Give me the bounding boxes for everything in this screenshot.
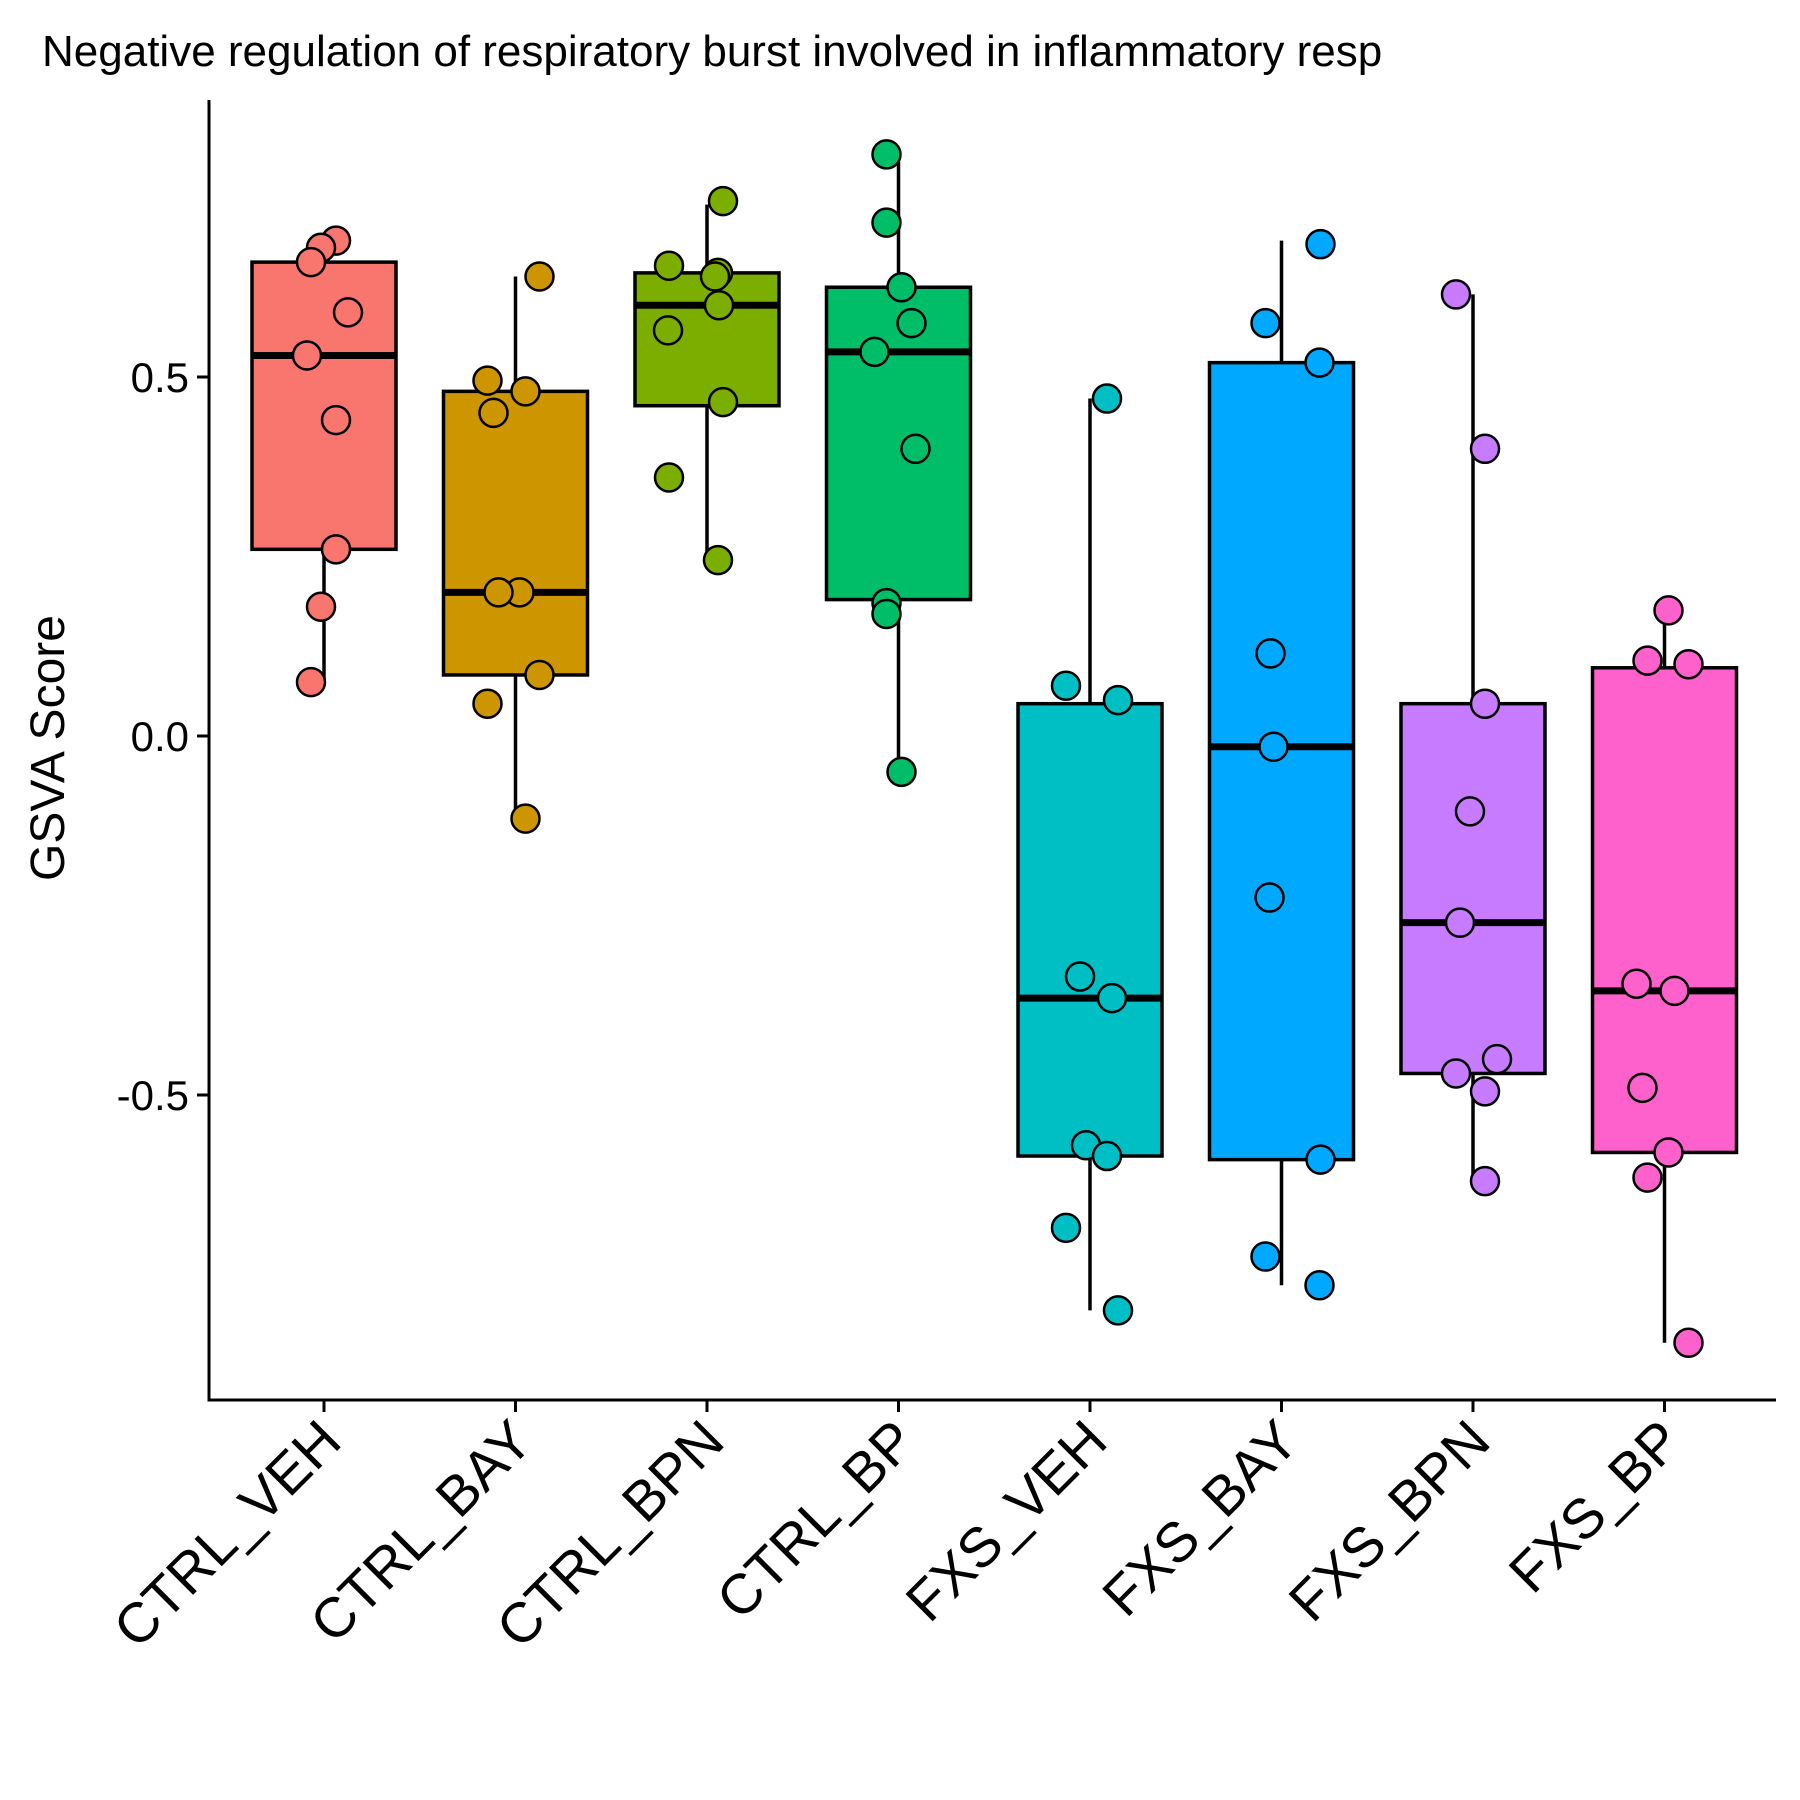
data-point xyxy=(320,534,352,565)
data-point xyxy=(1440,279,1472,310)
data-point xyxy=(1653,1137,1684,1168)
x-tick-label: FXS_BAY xyxy=(1090,1408,1310,1628)
data-point xyxy=(291,340,323,371)
data-point xyxy=(707,185,739,217)
data-point xyxy=(871,598,902,630)
data-point xyxy=(305,591,337,623)
x-tick-label: FXS_BP xyxy=(1497,1408,1693,1604)
data-point xyxy=(524,659,555,691)
x-tick-label: FXS_VEH xyxy=(893,1408,1118,1633)
data-point xyxy=(472,365,503,396)
data-point xyxy=(707,386,739,418)
data-point xyxy=(1254,882,1285,913)
data-point xyxy=(703,289,735,321)
data-point xyxy=(510,376,541,407)
data-point xyxy=(702,544,734,576)
data-point xyxy=(1454,796,1486,827)
data-point xyxy=(1096,982,1128,1014)
box-rect xyxy=(1590,666,1739,1155)
box-group xyxy=(824,139,973,788)
data-point xyxy=(1469,1165,1501,1197)
data-point xyxy=(483,577,514,608)
data-point xyxy=(886,272,917,303)
data-point xyxy=(1469,433,1501,465)
box-rect xyxy=(1399,701,1547,1076)
box-group xyxy=(1399,279,1547,1197)
box-group xyxy=(1016,383,1164,1326)
y-tick-label: 0.5 xyxy=(131,354,189,401)
data-point xyxy=(652,315,684,346)
box-rect xyxy=(1016,701,1164,1158)
data-point xyxy=(1673,1327,1704,1358)
box-group xyxy=(1590,595,1739,1358)
box-rect xyxy=(441,389,590,677)
data-point xyxy=(332,297,364,328)
data-point xyxy=(1091,1140,1123,1172)
data-point xyxy=(1621,968,1652,999)
data-point xyxy=(1102,1295,1134,1326)
box-group xyxy=(250,225,398,698)
box-rect xyxy=(250,260,398,552)
data-point xyxy=(320,404,352,436)
box-group xyxy=(1207,228,1356,1301)
data-point xyxy=(524,261,555,292)
data-point xyxy=(871,207,902,238)
y-tick-label: -0.5 xyxy=(117,1072,189,1119)
data-point xyxy=(1440,1058,1472,1089)
data-point xyxy=(1444,907,1476,938)
data-point xyxy=(1305,1144,1336,1175)
x-tick-label: FXS_BPN xyxy=(1276,1408,1501,1633)
box-rect xyxy=(824,285,973,602)
box-group xyxy=(633,185,781,576)
data-point xyxy=(886,756,917,788)
data-point xyxy=(1102,684,1134,716)
data-point xyxy=(1305,228,1336,260)
data-point xyxy=(699,261,731,292)
data-point xyxy=(1064,961,1096,992)
data-point xyxy=(1050,670,1082,701)
data-point xyxy=(859,336,890,368)
data-point xyxy=(1632,645,1663,676)
y-axis-label: GSVA Score xyxy=(22,615,75,881)
data-point xyxy=(1632,1162,1663,1193)
data-point xyxy=(896,307,927,339)
data-point xyxy=(1258,731,1289,763)
data-point xyxy=(1627,1072,1658,1104)
data-point xyxy=(653,250,685,281)
data-point xyxy=(653,462,685,493)
data-point xyxy=(295,666,327,698)
plot-area xyxy=(250,139,1739,1358)
data-point xyxy=(1250,307,1281,339)
box-rect xyxy=(1207,360,1356,1162)
data-point xyxy=(1481,1043,1513,1075)
box-group xyxy=(441,261,590,834)
data-point xyxy=(295,246,327,278)
x-tick-label: CTRL_BP xyxy=(704,1408,927,1631)
chart-title: Negative regulation of respiratory burst… xyxy=(42,27,1382,76)
data-point xyxy=(472,688,503,719)
data-point xyxy=(1673,648,1704,680)
data-point xyxy=(1659,975,1690,1007)
data-point xyxy=(1304,1270,1335,1301)
data-point xyxy=(478,397,509,429)
data-point xyxy=(1050,1212,1082,1244)
data-point xyxy=(1653,595,1684,626)
data-point xyxy=(510,803,541,834)
data-point xyxy=(1469,688,1501,719)
data-point xyxy=(871,139,902,170)
y-tick-label: 0.0 xyxy=(131,713,189,760)
data-point xyxy=(1304,347,1335,378)
data-point xyxy=(1250,1241,1281,1272)
data-point xyxy=(900,433,931,465)
data-point xyxy=(1469,1076,1501,1107)
data-point xyxy=(1091,383,1123,414)
data-point xyxy=(1255,638,1286,669)
